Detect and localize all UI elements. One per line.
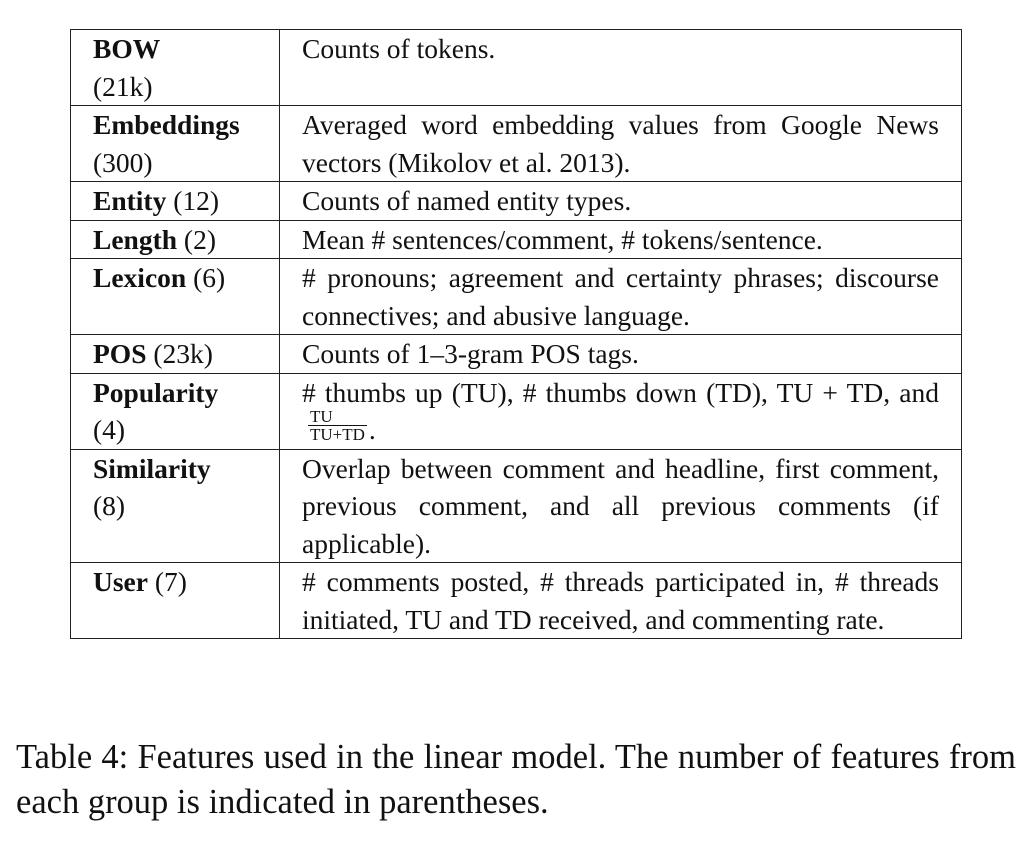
feature-name: Similarity <box>93 452 211 484</box>
feature-count: (4) <box>93 414 126 445</box>
feature-name-cell: Embeddings (300) <box>70 105 280 182</box>
table-row: Lexicon (6) # pronouns; agreement and ce… <box>70 258 962 335</box>
feature-description: Counts of 1–3-gram POS tags. <box>279 334 962 374</box>
fraction-denominator: TU+TD <box>310 425 365 445</box>
features-table: BOW (21k) Counts of tokens. Embeddings (… <box>70 29 962 639</box>
feature-description-text: # comments posted, # threads participate… <box>302 566 939 635</box>
feature-name: Popularity <box>93 376 219 408</box>
table-row: Popularity (4) # thumbs up (TU), # thumb… <box>70 372 962 450</box>
table-row: Similarity (8) Overlap between comment a… <box>70 448 962 563</box>
feature-description: Mean # sentences/comment, # tokens/sente… <box>279 219 962 259</box>
feature-count: (23k) <box>153 338 213 369</box>
feature-description: # pronouns; agreement and certainty phra… <box>279 258 962 335</box>
feature-count: (2) <box>183 223 216 255</box>
feature-name: User <box>93 566 148 597</box>
fraction: TU TU+TD <box>308 408 367 443</box>
feature-name-cell: Lexicon (6) <box>70 258 280 335</box>
feature-name-cell: POS (23k) <box>70 334 280 374</box>
feature-name-cell: BOW (21k) <box>70 29 280 106</box>
table-row: BOW (21k) Counts of tokens. <box>70 29 962 106</box>
table-row: Length (2) Mean # sentences/comment, # t… <box>70 219 962 259</box>
feature-description-text: Overlap between comment and headline, fi… <box>302 452 939 559</box>
feature-name-cell: Entity (12) <box>70 181 280 221</box>
feature-description-text: Averaged word embedding values from Goog… <box>302 109 939 178</box>
table-row: Embeddings (300) Averaged word embedding… <box>70 105 962 182</box>
feature-description: Overlap between comment and headline, fi… <box>279 448 962 563</box>
table-row: POS (23k) Counts of 1–3-gram POS tags. <box>70 334 962 374</box>
feature-name: Lexicon <box>93 262 187 293</box>
feature-description: Counts of named entity types. <box>279 181 962 221</box>
feature-description: Averaged word embedding values from Goog… <box>279 105 962 182</box>
feature-name-cell: User (7) <box>70 562 280 639</box>
feature-description-text: # pronouns; agreement and certainty phra… <box>302 262 939 331</box>
feature-count: (6) <box>193 262 226 293</box>
feature-name-cell: Popularity (4) <box>70 372 280 450</box>
feature-description-text: # thumbs up (TU), # thumbs down (TD), TU… <box>302 376 939 408</box>
feature-name: Entity <box>93 185 167 216</box>
feature-description-text: Counts of named entity types. <box>302 185 632 216</box>
feature-name-cell: Similarity (8) <box>70 448 280 563</box>
feature-count: (12) <box>173 185 220 216</box>
table-row: User (7) # comments posted, # threads pa… <box>70 562 962 639</box>
feature-name-cell: Length (2) <box>70 219 280 259</box>
feature-count: (300) <box>93 146 153 178</box>
feature-name: Length <box>93 223 178 255</box>
feature-count: (7) <box>154 566 187 597</box>
feature-description-end: . <box>368 414 376 445</box>
feature-count: (8) <box>93 490 126 521</box>
table-caption: Table 4: Features used in the linear mod… <box>16 738 1016 821</box>
feature-description: # thumbs up (TU), # thumbs down (TD), TU… <box>279 372 962 450</box>
feature-name: BOW <box>93 33 161 64</box>
feature-description: Counts of tokens. <box>279 29 962 106</box>
feature-name: Embeddings <box>93 109 240 140</box>
feature-description-text: Counts of tokens. <box>302 33 496 64</box>
fraction-numerator: TU <box>308 408 367 427</box>
feature-description-text: Mean # sentences/comment, # tokens/sente… <box>302 223 823 255</box>
features-table-container: BOW (21k) Counts of tokens. Embeddings (… <box>70 29 962 639</box>
feature-description-text: Counts of 1–3-gram POS tags. <box>302 338 639 369</box>
feature-name: POS <box>93 338 147 369</box>
feature-description: # comments posted, # threads participate… <box>279 562 962 639</box>
table-row: Entity (12) Counts of named entity types… <box>70 181 962 221</box>
feature-count: (21k) <box>93 70 153 102</box>
